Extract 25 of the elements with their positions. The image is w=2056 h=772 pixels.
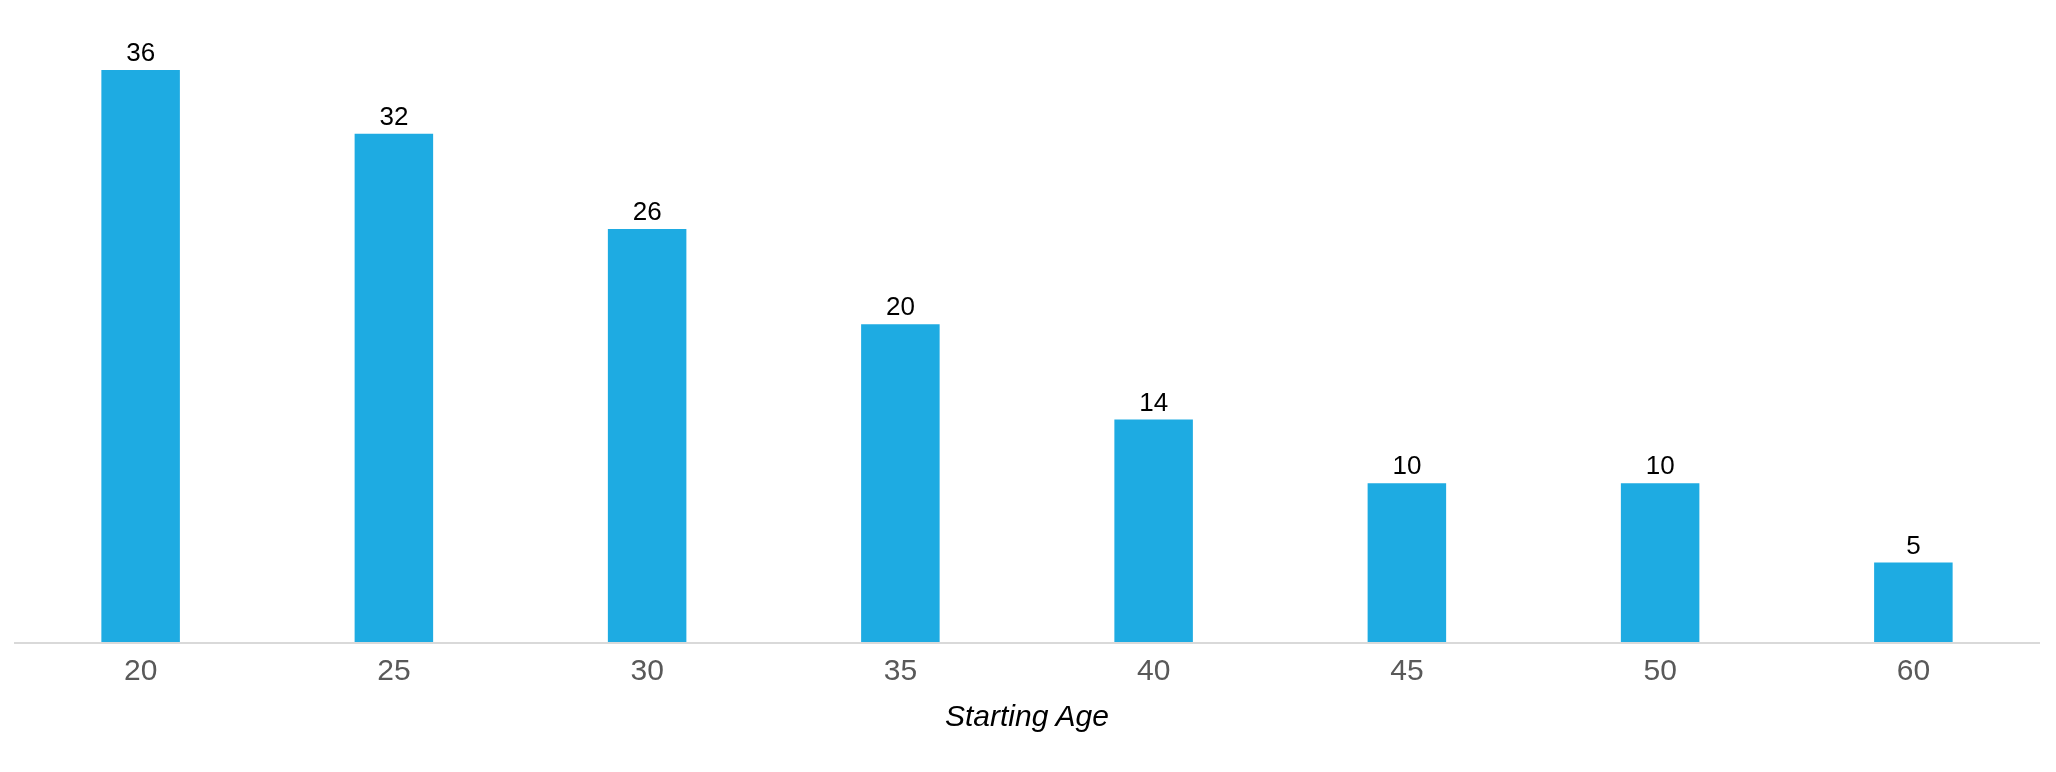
bar	[354, 133, 434, 642]
x-tick-label: 60	[1896, 653, 1931, 686]
x-tick-label: 40	[1136, 653, 1171, 686]
bar	[1114, 419, 1193, 642]
x-tick-label: 35	[883, 653, 918, 686]
data-label: 36	[126, 37, 156, 68]
x-tick-label: 45	[1390, 653, 1424, 686]
data-label: 10	[1392, 450, 1422, 481]
x-axis-title: Starting Age	[945, 699, 1109, 732]
x-tick-label: 20	[123, 653, 158, 686]
bar	[607, 228, 687, 642]
data-label: 14	[1139, 386, 1169, 417]
x-tick-label: 25	[377, 653, 411, 686]
data-label: 26	[632, 195, 662, 226]
bar	[101, 70, 180, 642]
data-label: 32	[379, 100, 409, 131]
data-label: 10	[1645, 450, 1675, 481]
bar	[1367, 483, 1447, 642]
bar	[1874, 562, 1953, 642]
data-label: 5	[1906, 529, 1921, 560]
x-tick-label: 30	[630, 653, 664, 686]
x-tick-label: 50	[1643, 653, 1677, 686]
bar	[1620, 483, 1700, 642]
bar	[861, 324, 940, 642]
data-label: 20	[885, 291, 915, 322]
